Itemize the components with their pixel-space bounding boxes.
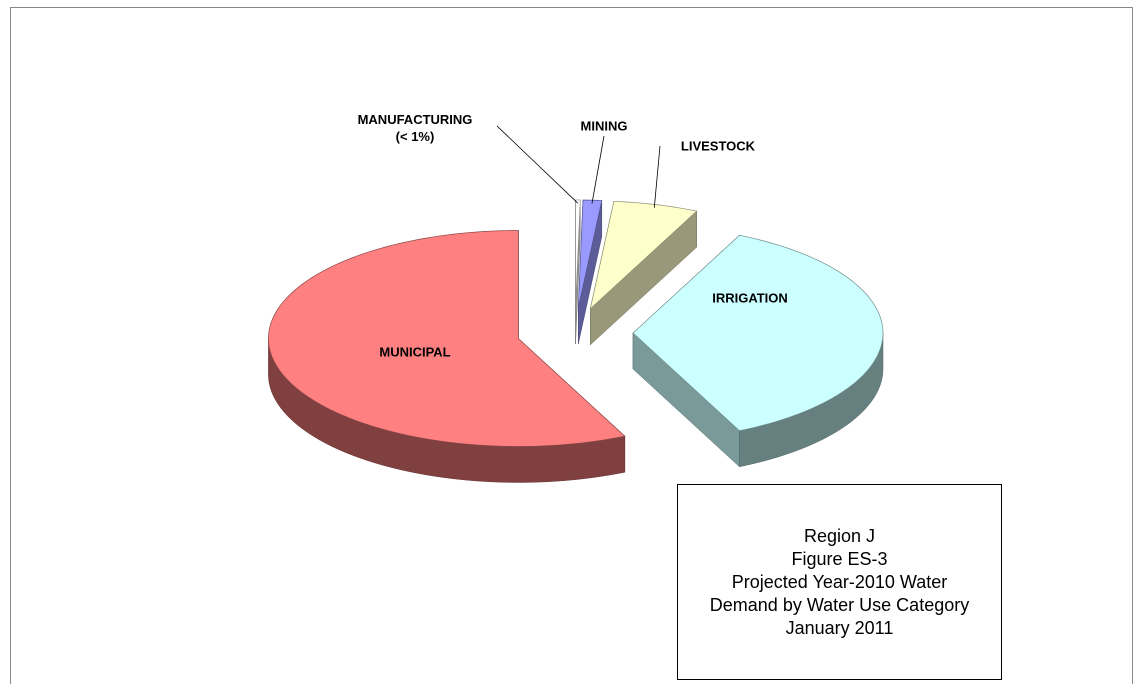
slice-label: LIVESTOCK [680,138,756,154]
slice-label: MINING [580,118,628,134]
slice-label: IRRIGATION [712,290,788,306]
title-line: Figure ES-3 [791,548,888,569]
slice-label: MANUFACTURING (< 1%) [357,112,473,144]
title-line: Region J [803,525,876,546]
leader-line [653,145,661,208]
title-line: January 2011 [785,617,894,638]
slice [268,230,626,447]
leader-line [496,125,579,204]
slice [575,199,581,308]
title-line: Demand by Water Use Category [709,594,970,615]
slice [589,200,698,310]
slice [632,234,884,432]
title-line: Projected Year-2010 Water [731,571,948,592]
leader-line [591,135,605,204]
slice-label: MUNICIPAL [379,344,451,360]
chart-frame [10,7,1133,684]
title-box: Region J Figure ES-3 Projected Year-2010 W… [677,484,1002,680]
